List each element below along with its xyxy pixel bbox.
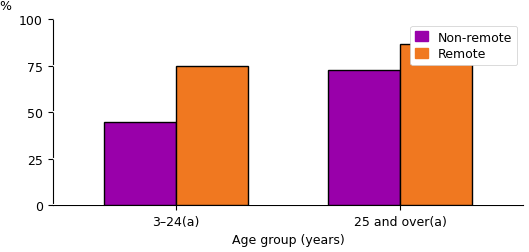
Bar: [176, 67, 248, 205]
Legend: Non-remote, Remote: Non-remote, Remote: [411, 26, 517, 66]
Bar: [329, 70, 400, 205]
X-axis label: Age group (years): Age group (years): [232, 234, 344, 246]
Bar: [104, 122, 176, 205]
Bar: [400, 44, 472, 205]
Y-axis label: %: %: [0, 0, 12, 13]
